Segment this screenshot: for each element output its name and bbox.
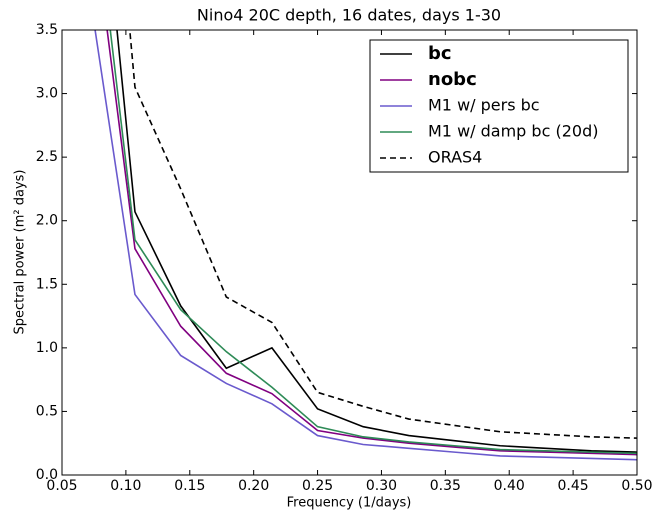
- legend-label: nobc: [428, 69, 477, 90]
- y-tick-label: 3.5: [36, 22, 58, 38]
- x-tick-label: 0.20: [238, 478, 269, 494]
- x-tick-label: 0.35: [430, 478, 461, 494]
- series-line: [128, 30, 637, 439]
- x-tick-label: 0.05: [46, 478, 77, 494]
- legend-label: M1 w/ pers bc: [428, 96, 540, 115]
- plot-frame: [61, 29, 638, 476]
- series-line: [106, 30, 637, 456]
- y-tick-label: 0.5: [36, 403, 58, 419]
- legend-label: bc: [428, 43, 452, 64]
- legend-box: [369, 39, 629, 173]
- y-tick-label: 2.5: [36, 149, 58, 165]
- y-tick-label: 1.5: [36, 276, 58, 292]
- y-axis-label: Spectral power (m² days): [13, 170, 28, 335]
- x-tick-label: 0.15: [174, 478, 205, 494]
- legend-label: M1 w/ damp bc (20d): [428, 122, 598, 141]
- legend-label: ORAS4: [428, 148, 482, 167]
- x-tick-label: 0.40: [494, 478, 525, 494]
- y-tick-label: 2.0: [36, 213, 58, 229]
- x-tick-label: 0.45: [558, 478, 589, 494]
- x-tick-label: 0.10: [110, 478, 141, 494]
- series-line: [116, 30, 637, 453]
- x-tick-label: 0.30: [366, 478, 397, 494]
- chart-title: Nino4 20C depth, 16 dates, days 1-30: [197, 6, 501, 25]
- series-line: [94, 30, 637, 461]
- y-tick-label: 0.0: [36, 467, 58, 483]
- plot-area: [94, 30, 637, 461]
- x-axis-label: Frequency (1/days): [287, 496, 412, 511]
- series-line: [109, 30, 637, 455]
- x-tick-label: 0.50: [621, 478, 652, 494]
- y-tick-label: 3.0: [36, 86, 58, 102]
- y-tick-label: 1.0: [36, 340, 58, 356]
- x-tick-label: 0.25: [302, 478, 333, 494]
